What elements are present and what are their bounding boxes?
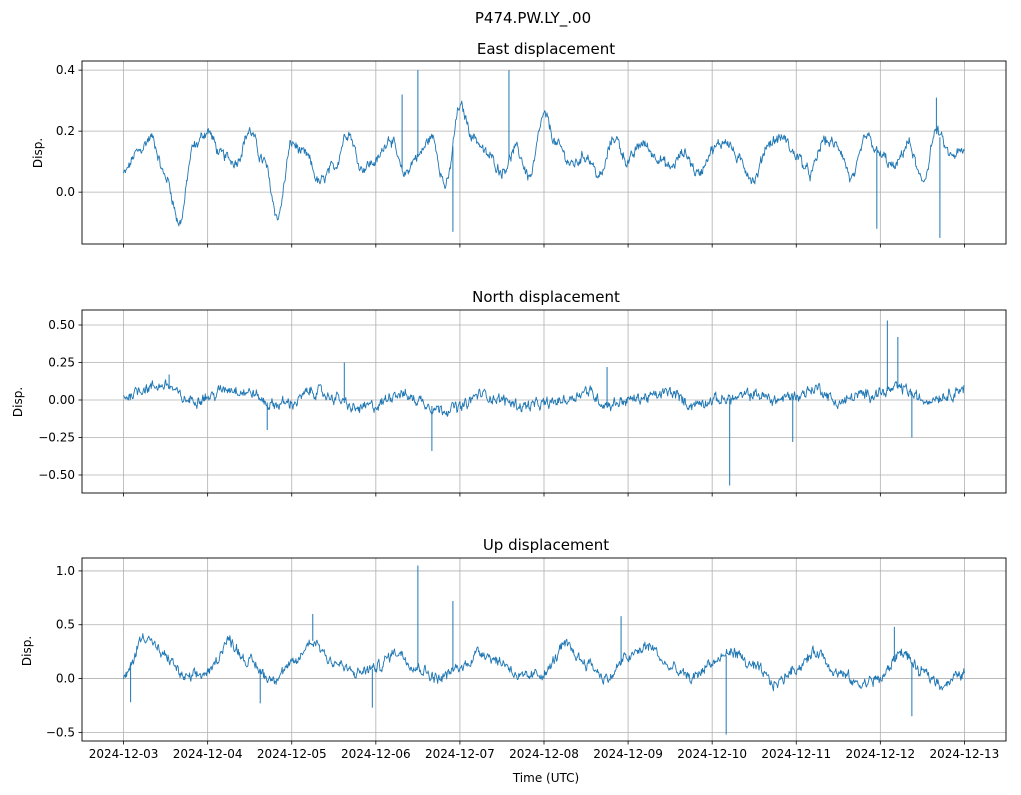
north-axes-frame [81, 309, 1007, 494]
up-xtick-label-4: 2024-12-07 [425, 747, 495, 761]
panel-up: Up displacement Disp. 2024-12-03 2024-12-… [20, 536, 1007, 761]
north-ytick-label-0: −0.50 [38, 468, 75, 482]
x-axis-label: Time (UTC) [512, 771, 579, 785]
east-ylabel: Disp. [31, 138, 45, 168]
up-ylabel: Disp. [20, 636, 34, 666]
east-series-line [123, 100, 965, 227]
north-ytick-label-1: −0.25 [38, 431, 75, 445]
north-ytick-label-3: 0.25 [48, 356, 75, 370]
east-plot-area: 0.0 0.2 0.4 [56, 60, 1007, 248]
up-ytick-label-0: −0.5 [46, 725, 75, 739]
east-ytick-label-2: 0.4 [56, 63, 75, 77]
east-ytick-label-1: 0.2 [56, 124, 75, 138]
up-series-line [123, 633, 965, 692]
panel-east: East displacement Disp. 0.0 0.2 0.4 [31, 40, 1007, 248]
up-xtick-label-0: 2024-12-03 [89, 747, 159, 761]
up-xtick-label-5: 2024-12-08 [509, 747, 579, 761]
north-series-line [123, 379, 965, 417]
up-xtick-label-2: 2024-12-05 [257, 747, 327, 761]
north-ytick-label-2: 0.00 [48, 393, 75, 407]
panel-north: North displacement Disp. −0.50 −0.25 0.00 0… [11, 288, 1007, 497]
up-axes-frame [81, 557, 1007, 742]
up-xtick-label-8: 2024-12-11 [761, 747, 831, 761]
up-xtick-label-3: 2024-12-06 [341, 747, 411, 761]
north-plot-area: −0.50 −0.25 0.00 0.25 0.50 [38, 309, 1007, 497]
up-xtick-label-1: 2024-12-04 [173, 747, 243, 761]
up-xtick-label-7: 2024-12-10 [677, 747, 747, 761]
north-ylabel: Disp. [11, 387, 25, 417]
figure-suptitle: P474.PW.LY_.00 [475, 9, 591, 28]
east-axes-frame [81, 60, 1007, 245]
up-xtick-label-10: 2024-12-13 [930, 747, 1000, 761]
east-title: East displacement [477, 40, 615, 58]
north-title: North displacement [472, 288, 620, 306]
up-ytick-label-2: 0.5 [56, 618, 75, 632]
north-ytick-label-4: 0.50 [48, 318, 75, 332]
up-xtick-label-9: 2024-12-12 [845, 747, 915, 761]
up-xtick-label-6: 2024-12-09 [593, 747, 663, 761]
up-ytick-label-1: 0.0 [56, 672, 75, 686]
up-title: Up displacement [483, 536, 609, 554]
up-ytick-label-3: 1.0 [56, 564, 75, 578]
east-ytick-label-0: 0.0 [56, 185, 75, 199]
up-plot-area: 2024-12-03 2024-12-04 2024-12-05 2024-12-06… [46, 557, 1007, 761]
